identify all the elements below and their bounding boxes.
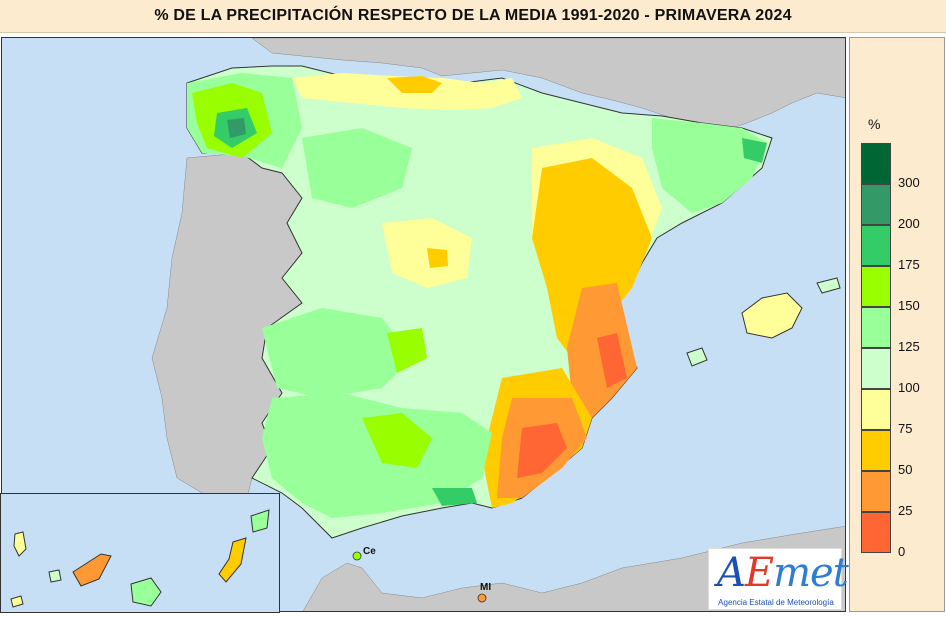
legend-tick-label: 125: [898, 339, 920, 354]
catalonia-core-zone: [742, 138, 767, 163]
gran-canaria-island: [130, 577, 162, 607]
mallorca-island: [741, 292, 803, 339]
galicia-max-zone: [227, 118, 246, 138]
logo-subtitle: Agencia Estatal de Meteorología: [718, 598, 834, 607]
madrid-dry-zone: [382, 218, 472, 288]
ibiza-island: [686, 347, 708, 367]
legend-unit: %: [868, 116, 881, 132]
iberian-orange-zone: [532, 158, 652, 358]
legend-tick-label: 25: [898, 503, 913, 518]
legend-swatch: [861, 184, 891, 225]
fuerteventura-island: [218, 537, 247, 583]
legend-tick-label: 200: [898, 216, 920, 231]
valencia-core-dry: [597, 333, 627, 388]
legend-tick-label: 175: [898, 257, 920, 272]
catalonia-wet-zone: [652, 118, 767, 213]
andalusia-core-zone: [362, 413, 432, 468]
legend-tick-label: 300: [898, 175, 920, 190]
extremadura-wet-zone: [262, 308, 412, 398]
la-palma-island: [13, 531, 27, 557]
legend-swatch: [861, 307, 891, 348]
tenerife-island: [72, 553, 112, 587]
legend-swatch: [861, 471, 891, 512]
title-bar: % DE LA PRECIPITACIÓN RESPECTO DE LA MED…: [0, 0, 946, 33]
canary-islands-map: [1, 494, 279, 612]
melilla-label: MI: [480, 582, 491, 593]
legend-swatch: [861, 430, 891, 471]
canary-islands-inset: [0, 493, 280, 613]
el-hierro-island: [10, 595, 24, 608]
legend-tick-label: 50: [898, 462, 913, 477]
aemet-logo: AEmet Agencia Estatal de Meteorología: [708, 548, 849, 610]
legend-tick-label: 75: [898, 421, 913, 436]
castilla-wet-zone: [302, 128, 412, 208]
legend-tick-label: 0: [898, 544, 906, 559]
lamancha-green-zone: [387, 328, 427, 373]
legend-tick-label: 150: [898, 298, 920, 313]
sierra-nevada-zone: [432, 488, 477, 506]
melilla-marker: [477, 593, 487, 603]
legend-swatch: [861, 225, 891, 266]
ceuta-label: Ce: [363, 546, 376, 557]
madrid-core-dry: [427, 248, 448, 268]
france-land: [251, 38, 845, 134]
map-title: % DE LA PRECIPITACIÓN RESPECTO DE LA MED…: [154, 7, 792, 24]
legend-swatch: [861, 512, 891, 553]
legend-swatch: [861, 266, 891, 307]
ceuta-marker: [352, 551, 362, 561]
andalusia-wet-zone: [262, 393, 492, 518]
logo-wordmark: AEmet: [717, 550, 849, 596]
legend-swatch: [861, 143, 891, 184]
legend-tick-label: 100: [898, 380, 920, 395]
basque-dry-zone: [387, 76, 442, 93]
southeast-red-zone: [517, 423, 567, 478]
legend-panel: % 300 200 175 150 125 100 75 50 25 0: [849, 37, 945, 612]
menorca-island: [816, 277, 841, 294]
lanzarote-island: [250, 509, 270, 533]
legend-swatch: [861, 348, 891, 389]
la-gomera-island: [48, 569, 62, 583]
legend-swatch: [861, 389, 891, 430]
